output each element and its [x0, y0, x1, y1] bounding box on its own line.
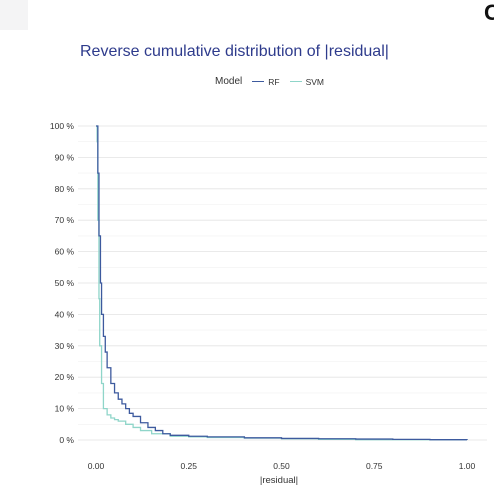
legend-label-svm: SVM — [305, 76, 325, 87]
y-tick-label: 80 % — [55, 184, 75, 194]
legend-swatch-rf — [252, 81, 265, 82]
legend-swatch-svm — [289, 81, 302, 82]
series-lines — [96, 125, 468, 441]
x-axis-title: |residual| — [260, 475, 298, 486]
legend-title: Model — [215, 76, 243, 87]
legend-label-rf: RF — [268, 76, 280, 87]
y-tick-label: 20 % — [55, 372, 75, 382]
x-tick-label: 0.25 — [180, 461, 197, 471]
x-tick-label: 0.00 — [88, 461, 105, 471]
legend: Model RF SVM — [215, 76, 330, 87]
y-tick-label: 90 % — [55, 152, 75, 162]
series-line-rf — [96, 125, 468, 441]
y-tick-label: 40 % — [55, 309, 75, 319]
x-tick-label: 0.75 — [366, 461, 383, 471]
x-tick-label: 0.50 — [273, 461, 290, 471]
x-tick-label: 1.00 — [459, 461, 476, 471]
grid-lines — [78, 125, 487, 441]
y-tick-label: 60 % — [55, 247, 75, 257]
y-tick-label: 30 % — [55, 341, 75, 351]
chart-title: Reverse cumulative distribution of |resi… — [80, 43, 389, 60]
y-tick-labels: 0 % 10 % 20 % 30 % 40 % 50 % 60 % 70 % 80 % 90 % 1… — [50, 121, 75, 445]
y-tick-label: 10 % — [55, 404, 75, 414]
x-tick-labels: 0.00 0.25 0.50 0.75 1.00 — [88, 461, 476, 471]
y-tick-label: 100 % — [50, 121, 75, 131]
cut-off-glyph: C — [484, 2, 494, 24]
corner-panel — [0, 0, 28, 30]
y-tick-label: 50 % — [55, 278, 75, 288]
y-tick-label: 70 % — [55, 215, 75, 225]
y-tick-label: 0 % — [59, 435, 74, 445]
